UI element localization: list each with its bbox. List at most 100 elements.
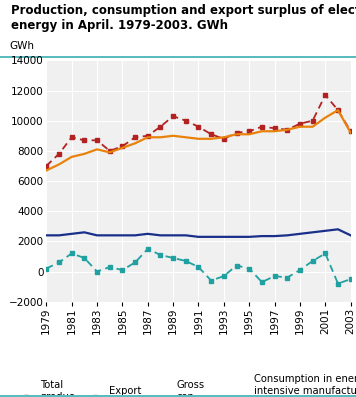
Export
surplus	[272, 274, 277, 278]
Total
produc-
tion	[184, 118, 188, 123]
Export
surplus	[44, 266, 48, 271]
Legend: Total
produc-
tion, Export
surplus, Gross
con-
sumption, Consumption in energy-
: Total produc- tion, Export surplus, Gros…	[15, 374, 356, 397]
Gross
con-
sumption	[234, 132, 239, 137]
Gross
con-
sumption	[171, 133, 175, 138]
Export
surplus	[57, 260, 61, 265]
Export
surplus	[69, 251, 74, 256]
Gross
con-
sumption	[323, 115, 328, 120]
Line: Export
surplus: Export surplus	[44, 247, 352, 285]
Line: Consumption in energy-
intensive manufacturing
(excluding occasional
power for electric boilers): Consumption in energy- intensive manufac…	[46, 229, 351, 237]
Export
surplus	[234, 263, 239, 268]
Gross
con-
sumption	[120, 145, 125, 150]
Consumption in energy-
intensive manufacturing
(excluding occasional
power for electric boilers)	[323, 228, 328, 233]
Total
produc-
tion	[209, 132, 213, 137]
Consumption in energy-
intensive manufacturing
(excluding occasional
power for electric boilers)	[184, 233, 188, 238]
Consumption in energy-
intensive manufacturing
(excluding occasional
power for electric boilers)	[310, 230, 315, 235]
Consumption in energy-
intensive manufacturing
(excluding occasional
power for electric boilers)	[247, 235, 251, 239]
Gross
con-
sumption	[82, 152, 87, 156]
Consumption in energy-
intensive manufacturing
(excluding occasional
power for electric boilers)	[120, 233, 125, 238]
Gross
con-
sumption	[222, 135, 226, 140]
Total
produc-
tion	[57, 152, 61, 156]
Consumption in energy-
intensive manufacturing
(excluding occasional
power for electric boilers)	[82, 230, 87, 235]
Gross
con-
sumption	[108, 150, 112, 155]
Export
surplus	[196, 265, 200, 270]
Total
produc-
tion	[222, 137, 226, 141]
Export
surplus	[247, 266, 251, 271]
Total
produc-
tion	[285, 127, 289, 132]
Consumption in energy-
intensive manufacturing
(excluding occasional
power for electric boilers)	[196, 235, 200, 239]
Consumption in energy-
intensive manufacturing
(excluding occasional
power for electric boilers)	[260, 234, 264, 239]
Consumption in energy-
intensive manufacturing
(excluding occasional
power for electric boilers)	[298, 231, 302, 236]
Gross
con-
sumption	[298, 124, 302, 129]
Consumption in energy-
intensive manufacturing
(excluding occasional
power for electric boilers)	[133, 233, 137, 238]
Gross
con-
sumption	[133, 141, 137, 146]
Export
surplus	[260, 280, 264, 285]
Total
produc-
tion	[310, 118, 315, 123]
Export
surplus	[108, 265, 112, 270]
Consumption in energy-
intensive manufacturing
(excluding occasional
power for electric boilers)	[108, 233, 112, 238]
Consumption in energy-
intensive manufacturing
(excluding occasional
power for electric boilers)	[69, 231, 74, 236]
Gross
con-
sumption	[57, 162, 61, 167]
Export
surplus	[349, 277, 353, 281]
Gross
con-
sumption	[158, 135, 163, 140]
Total
produc-
tion	[272, 126, 277, 131]
Gross
con-
sumption	[247, 132, 251, 137]
Total
produc-
tion	[260, 124, 264, 129]
Gross
con-
sumption	[285, 127, 289, 132]
Export
surplus	[171, 256, 175, 260]
Gross
con-
sumption	[209, 137, 213, 141]
Consumption in energy-
intensive manufacturing
(excluding occasional
power for electric boilers)	[146, 231, 150, 236]
Consumption in energy-
intensive manufacturing
(excluding occasional
power for electric boilers)	[349, 233, 353, 238]
Consumption in energy-
intensive manufacturing
(excluding occasional
power for electric boilers)	[158, 233, 163, 238]
Export
surplus	[158, 252, 163, 257]
Line: Total
produc-
tion: Total produc- tion	[44, 93, 352, 168]
Export
surplus	[209, 278, 213, 283]
Gross
con-
sumption	[272, 129, 277, 134]
Consumption in energy-
intensive manufacturing
(excluding occasional
power for electric boilers)	[234, 235, 239, 239]
Export
surplus	[285, 275, 289, 280]
Total
produc-
tion	[158, 124, 163, 129]
Export
surplus	[323, 251, 328, 256]
Consumption in energy-
intensive manufacturing
(excluding occasional
power for electric boilers)	[209, 235, 213, 239]
Gross
con-
sumption	[260, 129, 264, 134]
Consumption in energy-
intensive manufacturing
(excluding occasional
power for electric boilers)	[44, 233, 48, 238]
Gross
con-
sumption	[69, 154, 74, 159]
Total
produc-
tion	[69, 135, 74, 140]
Text: Production, consumption and export surplus of electric
energy in April. 1979-200: Production, consumption and export surpl…	[11, 4, 356, 32]
Total
produc-
tion	[120, 144, 125, 149]
Consumption in energy-
intensive manufacturing
(excluding occasional
power for electric boilers)	[222, 235, 226, 239]
Total
produc-
tion	[234, 130, 239, 135]
Gross
con-
sumption	[146, 135, 150, 140]
Total
produc-
tion	[323, 93, 328, 97]
Export
surplus	[184, 258, 188, 263]
Line: Gross
con-
sumption: Gross con- sumption	[46, 110, 351, 170]
Total
produc-
tion	[146, 133, 150, 138]
Consumption in energy-
intensive manufacturing
(excluding occasional
power for electric boilers)	[336, 227, 340, 232]
Total
produc-
tion	[108, 148, 112, 153]
Total
produc-
tion	[171, 114, 175, 119]
Consumption in energy-
intensive manufacturing
(excluding occasional
power for electric boilers)	[95, 233, 99, 238]
Total
produc-
tion	[247, 129, 251, 134]
Export
surplus	[82, 256, 87, 260]
Export
surplus	[336, 281, 340, 286]
Export
surplus	[298, 268, 302, 272]
Text: GWh: GWh	[10, 40, 35, 51]
Total
produc-
tion	[82, 138, 87, 143]
Export
surplus	[95, 269, 99, 274]
Total
produc-
tion	[133, 135, 137, 140]
Consumption in energy-
intensive manufacturing
(excluding occasional
power for electric boilers)	[272, 234, 277, 239]
Export
surplus	[120, 268, 125, 272]
Consumption in energy-
intensive manufacturing
(excluding occasional
power for electric boilers)	[171, 233, 175, 238]
Export
surplus	[146, 247, 150, 251]
Export
surplus	[310, 258, 315, 263]
Gross
con-
sumption	[184, 135, 188, 140]
Consumption in energy-
intensive manufacturing
(excluding occasional
power for electric boilers)	[57, 233, 61, 238]
Gross
con-
sumption	[336, 108, 340, 112]
Gross
con-
sumption	[310, 124, 315, 129]
Gross
con-
sumption	[44, 168, 48, 173]
Total
produc-
tion	[196, 124, 200, 129]
Total
produc-
tion	[298, 121, 302, 126]
Export
surplus	[222, 274, 226, 278]
Total
produc-
tion	[95, 138, 99, 143]
Consumption in energy-
intensive manufacturing
(excluding occasional
power for electric boilers)	[285, 233, 289, 238]
